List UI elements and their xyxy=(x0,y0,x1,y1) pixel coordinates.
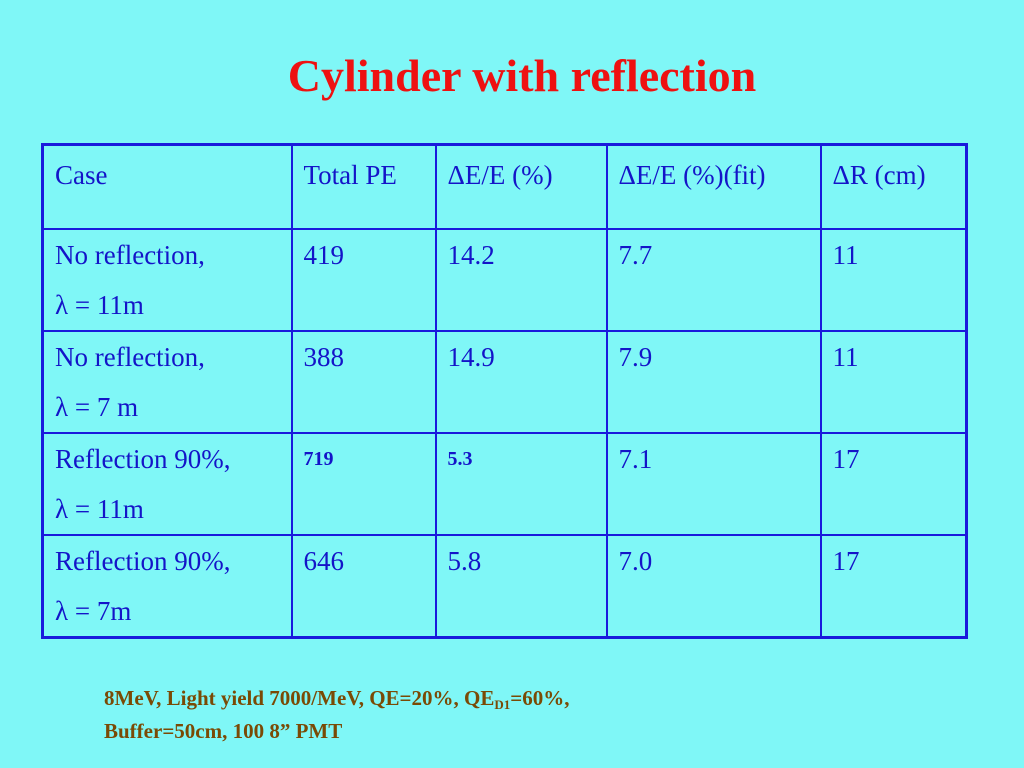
table-row: Reflection 90%, λ = 7m 646 5.8 7.0 17 xyxy=(41,533,968,638)
position-resolution-cell: 17 xyxy=(819,533,968,638)
attenuation-length: λ = 11m xyxy=(55,493,144,524)
header-energy-resolution: ΔE/E (%) xyxy=(434,143,608,230)
position-resolution-cell: 17 xyxy=(819,431,968,536)
footnote-line2: Buffer=50cm, 100 8” PMT xyxy=(104,719,343,743)
energy-resolution-cell: 14.2 xyxy=(434,227,608,332)
attenuation-length: λ = 11m xyxy=(55,289,144,320)
attenuation-length: λ = 7m xyxy=(55,595,132,626)
attenuation-length: λ = 7 m xyxy=(55,391,139,422)
position-resolution-cell: 11 xyxy=(819,227,968,332)
case-cell: Reflection 90%, λ = 11m xyxy=(41,431,293,536)
energy-resolution-fit-cell: 7.1 xyxy=(605,431,822,536)
table-row: No reflection, λ = 7 m 388 14.9 7.9 11 xyxy=(41,329,968,434)
case-description: Reflection 90%, xyxy=(55,443,231,474)
case-cell: No reflection, λ = 7 m xyxy=(41,329,293,434)
energy-resolution-fit-cell: 7.9 xyxy=(605,329,822,434)
footnote-line1-end: =60%, xyxy=(510,686,570,710)
case-description: Reflection 90%, xyxy=(55,545,231,576)
header-energy-resolution-fit: ΔE/E (%)(fit) xyxy=(605,143,822,230)
energy-resolution-cell: 14.9 xyxy=(434,329,608,434)
total-pe-cell: 419 xyxy=(290,227,437,332)
table-header-row: Case Total PE ΔE/E (%) ΔE/E (%)(fit) ΔR … xyxy=(41,143,968,230)
energy-resolution-fit-cell: 7.0 xyxy=(605,533,822,638)
case-description: No reflection, xyxy=(55,239,205,270)
case-cell: Reflection 90%, λ = 7m xyxy=(41,533,293,638)
header-case: Case xyxy=(41,143,293,230)
footnote-line1-text: 8MeV, Light yield 7000/MeV, QE=20%, QE xyxy=(104,686,495,710)
footnote-subscript: D1 xyxy=(494,697,511,712)
energy-resolution-cell: 5.8 xyxy=(434,533,608,638)
energy-resolution-fit-cell: 7.7 xyxy=(605,227,822,332)
table-row: Reflection 90%, λ = 11m 719 5.3 7.1 17 xyxy=(41,431,968,536)
total-pe-cell: 646 xyxy=(290,533,437,638)
total-pe-cell: 388 xyxy=(290,329,437,434)
header-position-resolution: ΔR (cm) xyxy=(819,143,968,230)
header-total-pe: Total PE xyxy=(290,143,437,230)
results-table: Case Total PE ΔE/E (%) ΔE/E (%)(fit) ΔR … xyxy=(41,143,968,639)
slide-title: Cylinder with reflection xyxy=(287,50,757,101)
energy-resolution-cell: 5.3 xyxy=(434,431,608,536)
position-resolution-cell: 11 xyxy=(819,329,968,434)
case-cell: No reflection, λ = 11m xyxy=(41,227,293,332)
simulation-parameters-note: 8MeV, Light yield 7000/MeV, QE=20%, QED1… xyxy=(104,682,569,748)
table-row: No reflection, λ = 11m 419 14.2 7.7 11 xyxy=(41,227,968,332)
total-pe-cell: 719 xyxy=(290,431,437,536)
case-description: No reflection, xyxy=(55,341,205,372)
